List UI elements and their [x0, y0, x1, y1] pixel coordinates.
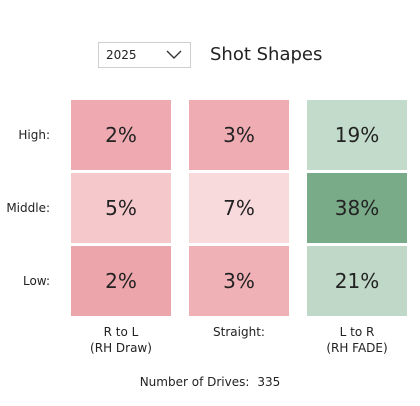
cell-high-l-to-r[interactable]: 19%	[307, 100, 407, 170]
column-label-straight: Straight:	[189, 324, 289, 340]
cell-middle-l-to-r[interactable]: 38%	[307, 173, 407, 243]
cell-low-r-to-l[interactable]: 2%	[71, 246, 171, 316]
row-label-middle: Middle:	[6, 201, 50, 215]
cell-middle-straight[interactable]: 7%	[189, 173, 289, 243]
column-label-l-to-r: L to R (RH FADE)	[307, 324, 407, 356]
row-label-high: High:	[18, 128, 50, 142]
column-label-line2: (RH Draw)	[90, 341, 152, 355]
cell-low-straight[interactable]: 3%	[189, 246, 289, 316]
chevron-down-icon	[166, 50, 182, 59]
year-dropdown[interactable]: 2025	[98, 42, 191, 68]
year-value: 2025	[106, 48, 137, 62]
page-title: Shot Shapes	[210, 44, 323, 65]
column-label-line1: Straight:	[213, 325, 265, 339]
drive-count: Number of Drives: 335	[0, 375, 420, 389]
column-label-line1: L to R	[339, 325, 375, 339]
drive-count-value: 335	[257, 375, 281, 389]
row-label-low: Low:	[22, 274, 50, 288]
cell-high-r-to-l[interactable]: 2%	[71, 100, 171, 170]
column-label-line1: R to L	[103, 325, 139, 339]
cell-high-straight[interactable]: 3%	[189, 100, 289, 170]
drive-count-label: Number of Drives:	[139, 375, 250, 389]
column-label-r-to-l: R to L (RH Draw)	[71, 324, 171, 356]
cell-middle-r-to-l[interactable]: 5%	[71, 173, 171, 243]
cell-low-l-to-r[interactable]: 21%	[307, 246, 407, 316]
column-label-line2: (RH FADE)	[326, 341, 388, 355]
